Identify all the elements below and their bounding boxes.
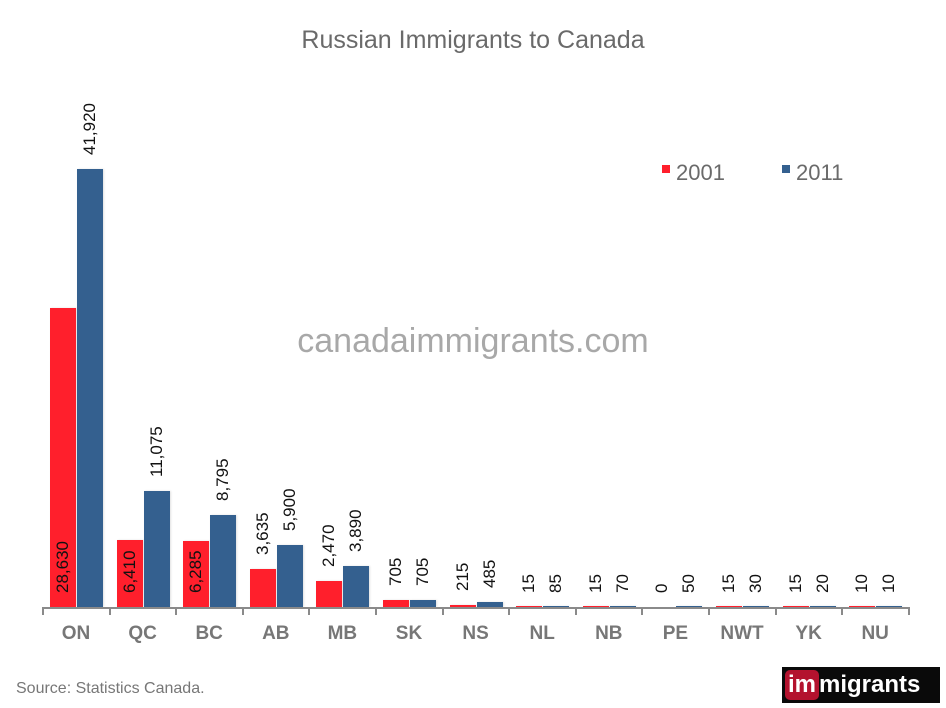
category-label: NB [595,623,623,644]
data-label: 705 [413,557,432,586]
bar-2011-SK [410,599,436,607]
bar-2011-AB [276,545,303,607]
x-tick [175,607,178,615]
bar-2001-BC [183,541,210,607]
data-label: 3,890 [346,509,366,553]
category-label: QC [128,623,157,644]
data-label: 10 [879,574,899,593]
category-label: NWT [720,623,764,644]
data-label: 705 [386,557,405,586]
bar-2011-NB [609,606,636,607]
data-label: 85 [546,574,566,593]
data-label: 15 [585,574,605,593]
legend-label: 2011 [796,160,844,185]
legend-swatch-2011 [782,165,790,173]
logo-migrants: migrants [819,671,921,698]
category-label: NU [861,623,889,644]
chart-title: Russian Immigrants to Canada [301,26,645,54]
data-label: 8,795 [213,458,233,502]
data-label: 15 [785,574,805,593]
data-label: 30 [746,574,765,593]
data-label: 2,470 [319,524,339,568]
bar-2011-BC [210,515,237,607]
data-label: 28,630 [53,541,72,593]
x-tick [774,607,777,615]
bar-2011-PE [676,606,703,607]
category-label: SK [395,623,423,644]
bar-2001-NU [849,606,876,607]
bar-2011-NL [543,606,570,607]
category-label: ON [61,623,91,644]
x-tick [708,607,710,615]
bar-2001-NWT [716,606,742,607]
bar-2011-NS [476,601,503,607]
data-label: 3,635 [252,512,272,556]
category-label: MB [327,623,358,644]
bar-2001-MB [316,581,343,607]
bar-2011-NU [876,606,903,607]
x-tick [574,607,577,615]
data-label: 41,920 [80,103,99,155]
bar-2001-NB [582,606,609,607]
watermark: canadaimmigrants.com [297,322,649,360]
x-tick [441,607,444,615]
bar-2001-NL [516,606,543,607]
data-label: 70 [612,574,632,593]
bar-2011-QC [143,491,170,607]
bar-2011-MB [343,566,370,607]
x-tick [108,607,111,615]
x-tick [641,607,644,615]
data-label: 10 [852,574,872,593]
category-label: NS [462,623,489,644]
legend-swatch-2001 [662,165,670,173]
data-label: 50 [679,574,699,593]
x-tick [907,607,910,615]
legend-label: 2001 [676,160,725,185]
x-tick [508,607,511,615]
x-axis [43,607,909,609]
bar-2001-AB [249,569,276,607]
data-label: 6,410 [119,550,139,593]
data-label: 215 [452,562,472,591]
data-label: 6,285 [186,550,206,593]
category-label: PE [662,623,689,644]
x-tick [241,607,244,615]
data-label: 485 [479,559,499,588]
x-tick [375,607,377,615]
source-note: Source: Statistics Canada. [16,680,205,697]
category-label: YK [795,623,822,644]
bar-2001-QC [116,540,143,607]
data-label: 20 [812,574,832,593]
bar-2011-NWT [743,606,769,607]
bar-2011-ON [77,169,103,607]
bar-2001-SK [383,599,409,607]
bar-2001-ON [50,307,76,607]
data-label: 11,075 [146,426,166,478]
x-tick [308,607,311,615]
data-label: 0 [652,583,672,593]
category-label: BC [195,623,223,644]
data-label: 15 [719,574,738,593]
category-label: AB [262,623,290,644]
bar-2001-YK [782,606,809,607]
data-label: 15 [519,574,539,593]
immigrants-logo: im migrants [782,667,940,703]
data-label: 5,900 [279,488,299,532]
bar-2011-YK [809,606,836,607]
bar-2001-NS [449,604,476,607]
logo-im: im [785,670,820,700]
x-tick [841,607,844,615]
x-tick [42,607,44,615]
category-label: NL [529,623,555,644]
